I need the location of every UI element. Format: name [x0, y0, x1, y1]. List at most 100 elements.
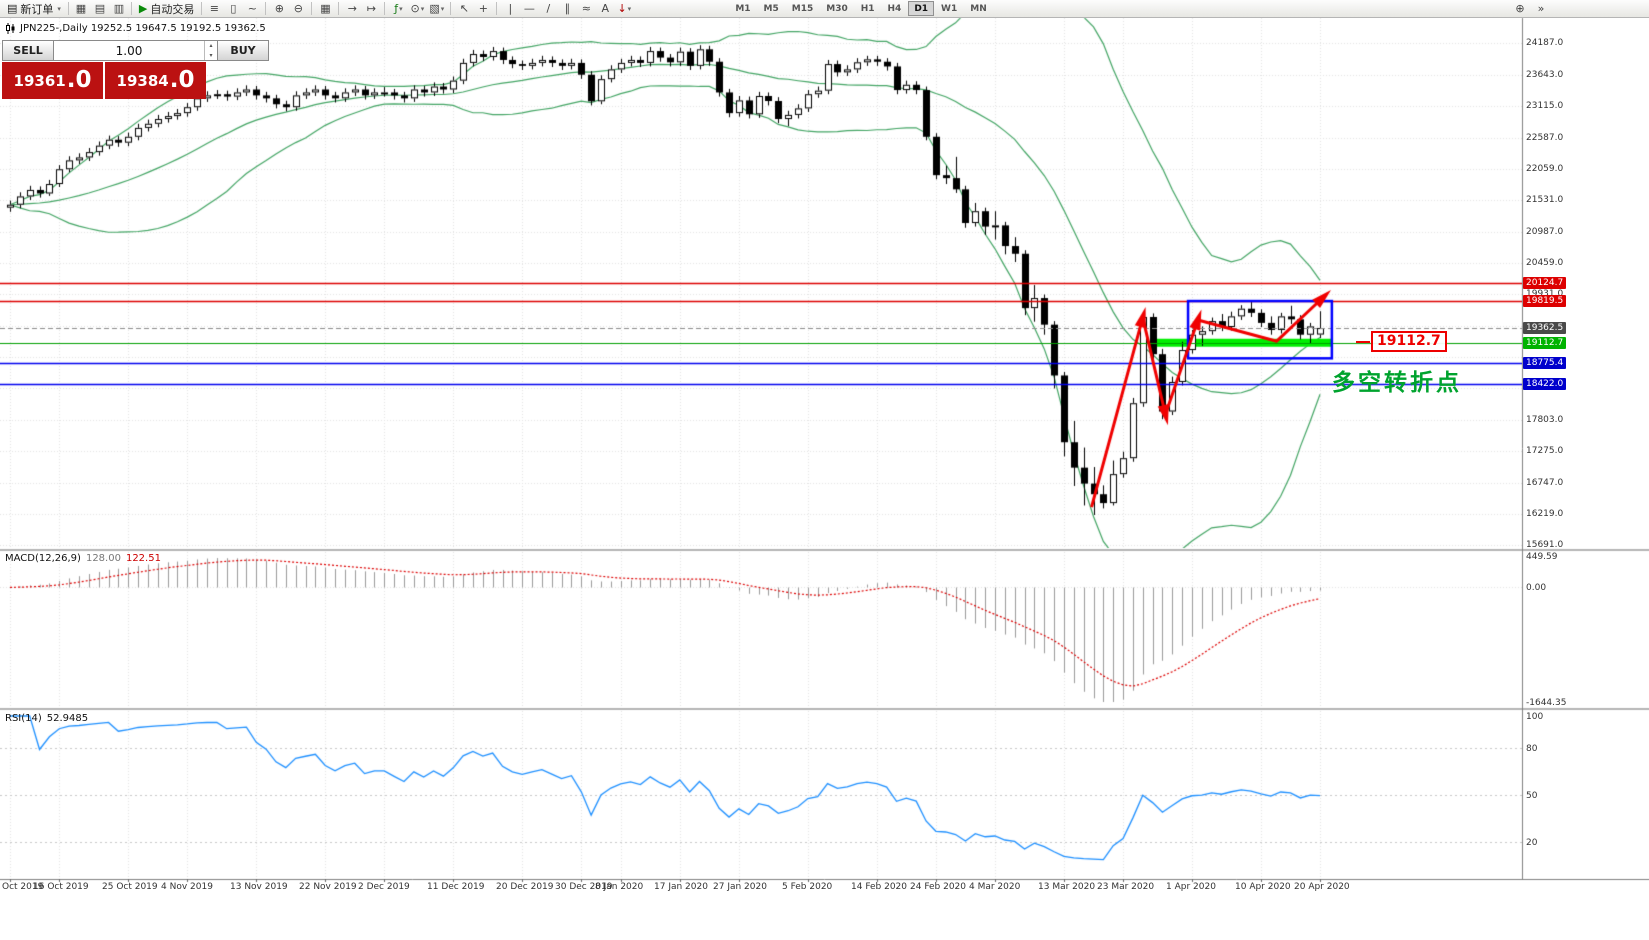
- chevron-down-icon: ▾: [627, 4, 632, 13]
- tile-windows-button[interactable]: ▦: [316, 1, 334, 17]
- cursor-button[interactable]: ↖: [455, 1, 473, 17]
- timeframe-m30-button[interactable]: M30: [826, 4, 848, 14]
- channel-icon: ∥: [564, 1, 571, 15]
- lot-size-input[interactable]: [54, 41, 204, 60]
- timeframe-h4-button[interactable]: H4: [887, 4, 902, 14]
- candlestick-chart-button[interactable]: ▯: [224, 1, 242, 17]
- text-label-button[interactable]: A: [596, 1, 614, 17]
- rsi-name: RSI(14): [5, 713, 42, 724]
- panel-right-button[interactable]: »: [1532, 1, 1550, 17]
- indicators-button[interactable]: ƒ ▾: [389, 1, 407, 17]
- chevron-down-icon: ▾: [440, 4, 445, 13]
- bar-chart-button[interactable]: ≡: [205, 1, 223, 17]
- toolbar-separator: [265, 2, 267, 15]
- indicators-icon: ƒ: [394, 1, 399, 15]
- sell-price-pips: .0: [66, 67, 92, 93]
- macd-indicator-label: MACD(12,26,9) 128.00 122.51: [5, 553, 161, 564]
- one-click-trading-panel: SELL ▴ ▾ BUY 19361 .0 19384 .0: [2, 40, 269, 99]
- zoom-out-button[interactable]: ⊖: [289, 1, 307, 17]
- sell-button[interactable]: SELL: [2, 40, 54, 61]
- fibonacci-icon: ≈: [581, 1, 591, 15]
- profiles-button[interactable]: ▤: [91, 1, 109, 17]
- lot-decrease-button[interactable]: ▾: [209, 51, 213, 59]
- horizontal-line-button[interactable]: —: [520, 1, 538, 17]
- line-chart-icon: ~: [247, 1, 257, 15]
- arrows-icon: ↓: [617, 1, 627, 15]
- periods-button[interactable]: ⊙ ▾: [408, 1, 426, 17]
- timeframe-d1-button[interactable]: D1: [908, 1, 935, 16]
- zoom-in-button[interactable]: ⊕: [270, 1, 288, 17]
- line-chart-button[interactable]: ~: [243, 1, 261, 17]
- profiles-icon: ▤: [94, 1, 106, 15]
- timeframe-m5-button[interactable]: M5: [763, 4, 779, 14]
- text-label-icon: A: [601, 1, 610, 15]
- price-flag-label[interactable]: 19112.7: [1371, 331, 1447, 352]
- lot-size-field: ▴ ▾: [54, 40, 217, 61]
- new-order-icon: ▤: [7, 1, 18, 15]
- chart-title: JPN225-,Daily 19252.5 19647.5 19192.5 19…: [5, 23, 266, 34]
- auto-scroll-button[interactable]: →: [343, 1, 361, 17]
- crosshair-button[interactable]: +: [474, 1, 492, 17]
- charts-tile-button[interactable]: ▥: [110, 1, 128, 17]
- candlestick-icon: [6, 23, 15, 34]
- buy-button[interactable]: BUY: [217, 40, 269, 61]
- new-order-button[interactable]: ▤ 新订单 ▾: [3, 1, 65, 17]
- toolbar: ▤ 新订单 ▾ ▦ ▤ ▥ ▶ 自动交易 ≡ ▯ ~ ⊕ ⊖ ▦ → ↦ ƒ ▾ ⊙ ▾ ▧ ▾ ↖ + | — / ∥ ≈…: [0, 0, 1649, 18]
- price-flag-tick: [1356, 341, 1370, 343]
- new-order-label: 新订单: [20, 2, 54, 16]
- horizontal-line-icon: —: [523, 1, 535, 15]
- arrows-button[interactable]: ↓ ▾: [615, 1, 633, 17]
- magnifier-icon: ⊕: [1515, 1, 1525, 15]
- zoom-in-icon: ⊕: [274, 1, 284, 15]
- zoom-out-icon: ⊖: [293, 1, 303, 15]
- timeframe-m15-button[interactable]: M15: [791, 4, 814, 14]
- chevron-down-icon: ▾: [57, 4, 61, 13]
- chart-shift-icon: ↦: [366, 1, 376, 15]
- trendline-button[interactable]: /: [539, 1, 557, 17]
- timeframe-bar: M1 M5 M15 M30 H1 H4 D1 W1 MN: [729, 1, 992, 16]
- new-chart-button[interactable]: ▦: [72, 1, 90, 17]
- toolbar-separator: [201, 2, 203, 15]
- play-icon: ▶: [138, 1, 148, 15]
- turning-point-annotation[interactable]: 多空转折点: [1332, 370, 1462, 396]
- autotrading-label: 自动交易: [150, 2, 195, 16]
- tile-windows-icon: ▦: [320, 1, 331, 15]
- rsi-indicator-label: RSI(14) 52.9485: [5, 713, 88, 724]
- channel-button[interactable]: ∥: [558, 1, 576, 17]
- periods-icon: ⊙: [410, 1, 420, 15]
- crosshair-icon: +: [478, 1, 488, 15]
- timeframe-w1-button[interactable]: W1: [941, 4, 958, 14]
- templates-button[interactable]: ▧ ▾: [427, 1, 446, 17]
- buy-price-pips: .0: [169, 67, 195, 93]
- fibonacci-button[interactable]: ≈: [577, 1, 595, 17]
- timeframe-m1-button[interactable]: M1: [735, 4, 751, 14]
- toolbar-separator: [338, 2, 340, 15]
- timeframe-mn-button[interactable]: MN: [970, 4, 987, 14]
- vertical-line-icon: |: [508, 1, 513, 15]
- sell-price-main: 19361: [13, 71, 66, 90]
- autotrading-button[interactable]: ▶ 自动交易: [135, 1, 198, 17]
- buy-price-main: 19384: [116, 71, 169, 90]
- rsi-value: 52.9485: [46, 713, 89, 724]
- chart-shift-button[interactable]: ↦: [362, 1, 380, 17]
- chart-title-text: JPN225-,Daily 19252.5 19647.5 19192.5 19…: [20, 23, 266, 34]
- vertical-line-button[interactable]: |: [501, 1, 519, 17]
- toolbar-separator: [450, 2, 452, 15]
- magnifier-button[interactable]: ⊕: [1511, 1, 1529, 17]
- chevron-down-icon: ▾: [420, 4, 425, 13]
- bar-chart-icon: ≡: [209, 1, 219, 15]
- chevron-down-icon: ▾: [399, 4, 403, 13]
- toolbar-separator: [130, 2, 132, 15]
- trendline-icon: /: [546, 1, 551, 15]
- charts-tile-icon: ▥: [113, 1, 125, 15]
- sell-price-display[interactable]: 19361 .0: [2, 62, 103, 99]
- macd-name: MACD(12,26,9): [5, 553, 81, 564]
- macd-value-signal: 122.51: [125, 553, 161, 564]
- lot-increase-button[interactable]: ▴: [209, 42, 213, 49]
- buy-price-display[interactable]: 19384 .0: [105, 62, 206, 99]
- new-chart-icon: ▦: [75, 1, 87, 15]
- timeframe-h1-button[interactable]: H1: [860, 4, 875, 14]
- candlestick-chart-icon: ▯: [230, 1, 237, 15]
